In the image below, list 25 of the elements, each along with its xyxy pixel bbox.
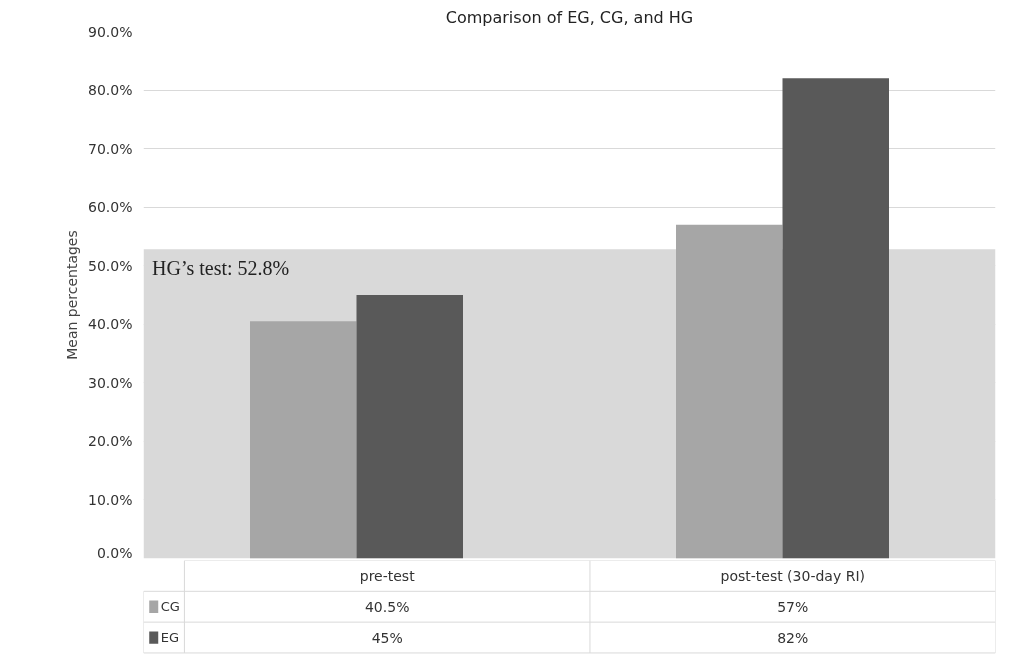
y-tick-label: 70.0%	[88, 140, 133, 157]
y-axis-title: Mean percentages	[64, 230, 81, 360]
y-tick-label: 50.0%	[88, 257, 133, 274]
bar	[250, 321, 357, 559]
y-tick-label: 40.0%	[88, 316, 133, 333]
data-label: 82%	[777, 629, 809, 646]
x-tick-label: post-test (30-day RI)	[720, 567, 865, 584]
y-tick-label: 60.0%	[88, 199, 133, 216]
bar	[356, 295, 463, 559]
data-label: 57%	[777, 598, 809, 615]
legend-label: CG	[160, 599, 180, 615]
y-tick-label: 0.0%	[96, 544, 133, 561]
y-tick-label: 80.0%	[88, 82, 133, 99]
y-tick-label: 20.0%	[88, 433, 133, 450]
bar	[782, 78, 889, 559]
data-label: 40.5%	[364, 598, 410, 615]
x-tick-label: pre-test	[359, 567, 416, 584]
band-label: HG’s test: 52.8%	[152, 257, 290, 280]
bar	[676, 224, 783, 559]
y-tick-label: 10.0%	[88, 491, 133, 508]
y-tick-label: 90.0%	[88, 23, 133, 40]
data-label: 45%	[371, 629, 403, 646]
chart-title: Comparison of EG, CG, and HG	[445, 7, 694, 27]
legend-label: EG	[160, 630, 179, 646]
y-tick-label: 30.0%	[88, 374, 133, 391]
